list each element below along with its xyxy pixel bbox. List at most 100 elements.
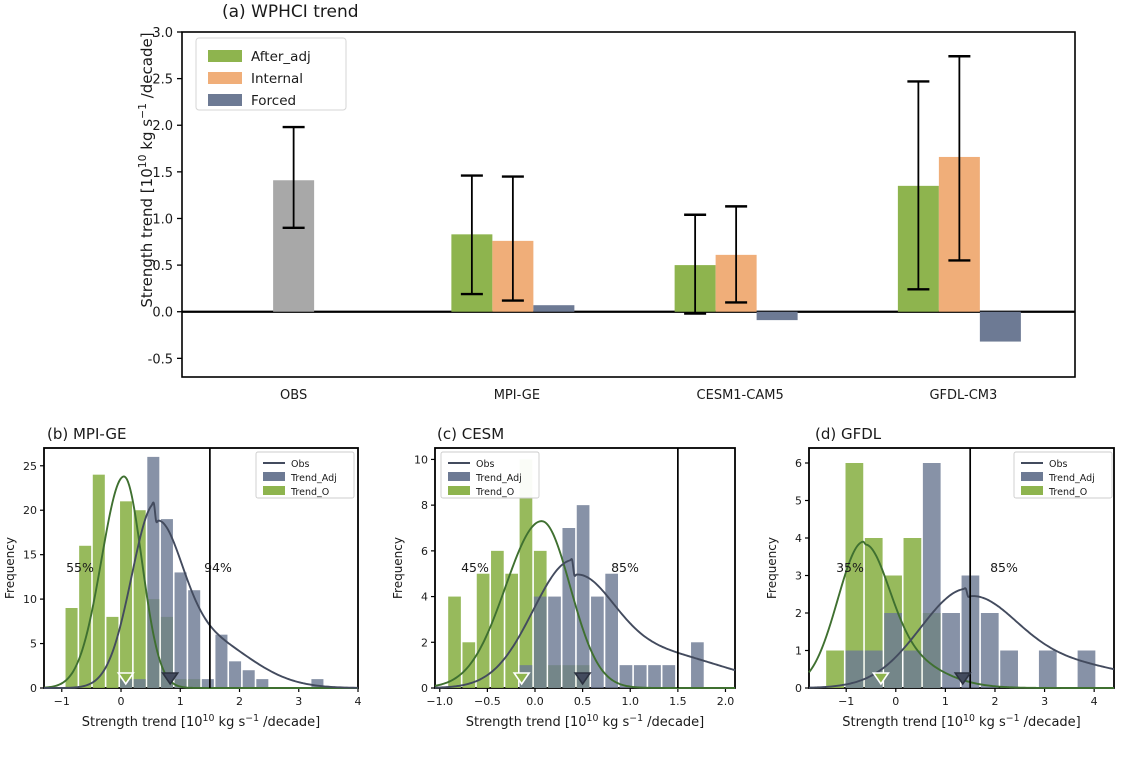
hist-bar — [505, 573, 519, 688]
panel-a-legend: After_adj Internal Forced — [195, 37, 347, 111]
hist-bar — [562, 528, 576, 688]
ytick: 1 — [795, 645, 802, 658]
panel-a-bar-cesm1-cam5-forced — [756, 311, 798, 321]
panel-a-legend-item: After_adj — [208, 49, 311, 65]
hist-bar — [491, 550, 504, 688]
legend-swatch — [263, 486, 285, 495]
xtick: −1 — [838, 695, 854, 708]
bar-rect — [979, 311, 1021, 342]
hist-bar — [576, 505, 590, 688]
ytick: 5 — [795, 495, 802, 508]
xtick: 2.0 — [717, 695, 735, 708]
xtick: 1 — [942, 695, 949, 708]
xtick: 0.5 — [574, 695, 592, 708]
marker-triangle-trend-adj — [161, 672, 180, 686]
panel-d-canvas: 0 1 2 3 4 5 6 −1 0 1 2 3 4 35% 85% Frequency Strength tr… — [765, 447, 1115, 731]
hist-bar — [845, 463, 864, 688]
xtick: 4 — [355, 695, 362, 708]
svg-text:Strength trend [1010 kg s−1 /d: Strength trend [1010 kg s−1 /decade] — [466, 713, 704, 731]
xtick: −0.5 — [474, 695, 501, 708]
hist-bar — [980, 613, 999, 688]
svg-d-hist-trend-adj — [845, 463, 1096, 688]
xtick: −1 — [54, 695, 70, 708]
hist-bar — [633, 665, 647, 688]
error-bar — [282, 125, 305, 230]
hist-bar — [605, 573, 619, 688]
hist-bar — [311, 679, 324, 688]
ytick: 25 — [23, 460, 37, 473]
kde-obs — [434, 558, 736, 689]
panel-a-frame — [181, 31, 1076, 378]
ylabel: Frequency — [765, 537, 779, 599]
ytick: 6 — [795, 457, 802, 470]
xtick: −1.0 — [426, 695, 453, 708]
ytick: 20 — [23, 504, 37, 517]
hist-bar — [133, 679, 146, 688]
kde-obs — [808, 587, 1115, 689]
marker-triangle-trend-o — [512, 672, 531, 686]
ylabel: Frequency — [3, 537, 17, 599]
pct-label-green: 55% — [66, 560, 94, 575]
panel-c: (c) CESM 0 2 4 6 8 10 −1.0 −0.5 0.0 0.5 1.0 1.5 2.0 4… — [375, 420, 755, 769]
legend-swatch — [263, 472, 285, 481]
hist-bar — [903, 650, 922, 688]
xtick: 3 — [295, 695, 302, 708]
xtick: 4 — [1091, 695, 1098, 708]
ytick: 4 — [421, 591, 428, 604]
xtick: 2 — [236, 695, 243, 708]
legend-label: Obs — [291, 459, 310, 470]
kde-trend-o — [434, 520, 735, 689]
legend-label: Obs — [1049, 459, 1068, 470]
legend-swatch — [208, 72, 242, 84]
pct-label-green: 35% — [836, 560, 864, 575]
kde-obs — [44, 501, 359, 689]
ytick: 8 — [421, 499, 428, 512]
panel-a-title: (a) WPHCI trend — [222, 2, 359, 22]
svg-text:Strength trend [1010 kg s−1 /d: Strength trend [1010 kg s−1 /decade] — [136, 32, 157, 307]
ylabel: Frequency — [391, 537, 405, 599]
legend-swatch — [448, 486, 470, 495]
hist-bar — [884, 613, 902, 688]
hist-bar — [65, 608, 78, 688]
xtick: 0 — [118, 695, 125, 708]
xtick: 1.0 — [621, 695, 639, 708]
svg-d-yaxis: 0 1 2 3 4 5 6 — [795, 457, 809, 695]
panel-a-canvas: 3.0 2.5 2.0 1.5 1.0 0.5 0.0 -0.5 Strength trend … — [136, 26, 1076, 403]
panel-a-ylabel: Strength trend [1010 kg s−1 /decade] — [136, 32, 157, 307]
legend-swatch — [448, 472, 470, 481]
legend-label: Trend_O — [1048, 487, 1087, 498]
svg-text:Strength trend [1010 kg s−1 /d: Strength trend [1010 kg s−1 /decade] — [82, 713, 320, 731]
svg-d-frame — [808, 447, 1115, 689]
panel-a-ytick: 2.5 — [152, 73, 173, 88]
ytick: 5 — [30, 638, 37, 651]
ytick: 0 — [795, 682, 802, 695]
xlabel: Strength trend [1010 kg s−1 /decade] — [842, 713, 1080, 731]
svg-d-legend: Obs Trend_Adj Trend_O — [1013, 451, 1113, 499]
ytick: 15 — [23, 549, 37, 562]
hist-bar — [548, 596, 561, 688]
hist-bar — [942, 613, 960, 688]
legend-label: Forced — [251, 93, 296, 109]
hist-bar — [533, 596, 547, 688]
hist-bar — [188, 590, 201, 688]
hist-bar — [1000, 650, 1018, 688]
legend-swatch — [1021, 486, 1043, 495]
error-bar — [684, 213, 707, 315]
hist-bar — [591, 596, 604, 688]
error-bar — [501, 175, 524, 302]
hist-bar — [242, 670, 255, 688]
panel-a-yaxis: 3.0 2.5 2.0 1.5 1.0 0.5 0.0 -0.5 — [148, 26, 182, 367]
hist-bar — [476, 573, 490, 688]
hist-bar — [215, 634, 228, 688]
hist-bar — [1038, 650, 1057, 688]
panel-a-ytick: -0.5 — [148, 352, 173, 367]
panel-a-xtick-2: CESM1-CAM5 — [697, 388, 784, 403]
hist-bar — [691, 642, 704, 688]
marker-triangle-trend-o — [116, 672, 135, 686]
error-bar — [725, 205, 748, 304]
pct-label-slate: 85% — [990, 560, 1018, 575]
ytick: 10 — [23, 593, 37, 606]
marker-triangle-trend-adj — [573, 672, 592, 686]
legend-label: Trend_O — [475, 487, 514, 498]
svg-text:Strength trend [1010 kg s−1 /d: Strength trend [1010 kg s−1 /decade] — [842, 713, 1080, 731]
